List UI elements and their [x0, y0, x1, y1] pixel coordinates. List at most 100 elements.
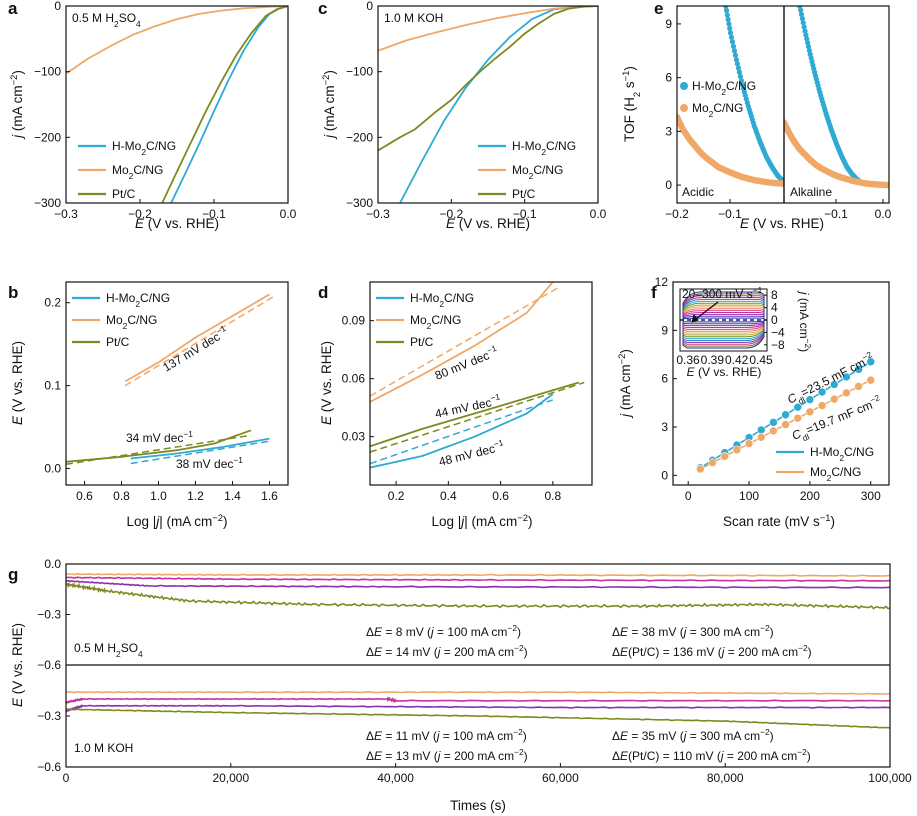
series-line [65, 576, 891, 582]
data-point [803, 32, 809, 38]
data-point [866, 375, 876, 385]
data-point [854, 382, 863, 391]
series-line [378, 6, 598, 52]
legend-label: Pt/C [410, 335, 434, 349]
data-point [727, 25, 733, 31]
series-line [66, 579, 891, 589]
legend-label: Pt/C [106, 335, 130, 349]
delta-e-annotation: ΔE = 14 mV (j = 200 mA cm−2) [366, 643, 528, 659]
panel-c: −0.3 −0.2 −0.1 0.0 −300 −200 −100 0 c 1.0 M KOH E … [318, 0, 607, 231]
series-line [170, 6, 288, 203]
series-line [124, 293, 270, 383]
data-point [734, 61, 741, 67]
slope-label: 48 mV dec−1 [437, 437, 506, 469]
data-point [729, 39, 736, 45]
panel-d: 0.2 0.4 0.6 0.8 0.03 0.06 0.09 d Log |j| (mA cm−… [318, 281, 593, 530]
data-point [731, 48, 738, 54]
condition-label: 1.0 M KOH [384, 11, 443, 25]
y-tick-label: 0.06 [342, 372, 366, 386]
x-axis-label: Times (s) [450, 798, 506, 813]
y-tick-label: 0.2 [44, 296, 61, 310]
data-point [735, 65, 742, 71]
region-label-alkaline: Alkaline [790, 185, 832, 199]
y-tick-label: 3 [665, 124, 672, 138]
data-point [805, 43, 812, 50]
x-tick-label: 0.6 [76, 489, 93, 503]
data-point [756, 425, 766, 435]
y-tick-label: −100 [346, 65, 373, 79]
x-axis-label: Log |j| (mA cm−2) [126, 513, 227, 530]
delta-e-annotation: ΔE = 38 mV (j = 300 mA cm−2) [612, 623, 774, 639]
y-tick-label: 0.03 [342, 430, 366, 444]
y-axis-label: E (V vs. RHE) [10, 623, 25, 707]
y-tick-label: −0.6 [37, 658, 61, 672]
data-point [730, 43, 737, 49]
y-tick-label: 3 [661, 420, 668, 434]
y-tick-label: −0.3 [37, 608, 61, 622]
inset-x-label: E (V vs. RHE) [687, 365, 762, 379]
panel-a: −0.3 −0.2 −0.1 0.0 −300 −200 −100 0 a 0.5 M H2SO4… [8, 0, 297, 231]
inset-cv: 20–300 mV s−1 840−4−8 0.36 0.39 0.42 0.45E (V… [676, 285, 813, 379]
legend-label: H-Mo2C/NG [106, 291, 170, 309]
legend-label: Pt/C [112, 187, 136, 201]
y-axis-label: E (V vs. RHE) [10, 341, 25, 425]
series-line [65, 582, 890, 610]
data-point [727, 30, 734, 36]
panel-letter: c [318, 0, 327, 18]
x-tick-label: −0.2 [128, 207, 152, 221]
x-tick-label: −0.1 [718, 207, 742, 221]
data-point [725, 16, 731, 23]
y-tick-label: 0 [366, 0, 373, 13]
data-point [793, 402, 803, 412]
data-point [799, 15, 805, 22]
y-tick-label: 0.0 [44, 557, 61, 571]
data-point [724, 12, 730, 18]
data-point [723, 7, 730, 14]
x-tick-label: 100 [739, 489, 759, 503]
x-tick-label: 1.6 [261, 489, 278, 503]
legend-label: Mo2C/NG [106, 313, 157, 331]
data-point [726, 21, 732, 27]
x-axis-label: Log |j| (mA cm−2) [431, 513, 532, 530]
x-tick-label: 0.0 [875, 207, 892, 221]
y-tick-label: −100 [34, 65, 61, 79]
x-tick-label: 200 [800, 489, 820, 503]
slope-label: 38 mV dec−1 [176, 455, 243, 471]
y-tick-label: −0.6 [37, 760, 61, 774]
series-line [65, 696, 891, 705]
fit-line [370, 287, 559, 397]
inset-label: 20–300 mV s−1 [682, 285, 763, 301]
x-axis-label: E (V vs. RHE) [446, 216, 530, 231]
x-tick-label: 0 [63, 771, 70, 785]
data-point [804, 36, 810, 42]
y-tick-label: 9 [665, 17, 672, 31]
data-point [781, 420, 790, 429]
series-line [370, 393, 554, 469]
panel-letter: d [318, 283, 328, 302]
legend-label: H-Mo2C/NG [810, 445, 874, 463]
legend-label: H-Mo2C/NG [410, 291, 474, 309]
panel-letter: a [8, 0, 18, 18]
y-tick-label: 0 [665, 178, 672, 192]
data-point [728, 34, 735, 40]
panel-letter: f [651, 283, 657, 302]
x-tick-label: 0.4 [440, 489, 457, 503]
y-axis-label: j (mA cm−2) [617, 349, 634, 419]
x-tick-label: 0.8 [544, 489, 561, 503]
data-point [842, 388, 851, 398]
x-tick-label: −0.2 [665, 207, 689, 221]
x-tick-label: 0.6 [492, 489, 509, 503]
legend-label: H-Mo2C/NG [112, 139, 176, 157]
panel-letter: g [8, 565, 18, 584]
y-axis-label: j (mA cm−2) [321, 70, 338, 140]
data-point [738, 78, 744, 84]
condition-label: 1.0 M KOH [74, 741, 133, 755]
slope-label: 34 mV dec−1 [126, 429, 193, 445]
fit-line [130, 440, 270, 465]
legend-label: Mo2C/NG [512, 163, 563, 181]
x-tick-label: 60,000 [542, 771, 579, 785]
fit-line [124, 296, 274, 387]
data-point [842, 372, 851, 382]
data-point [801, 24, 807, 30]
x-tick-label: −0.2 [439, 207, 463, 221]
